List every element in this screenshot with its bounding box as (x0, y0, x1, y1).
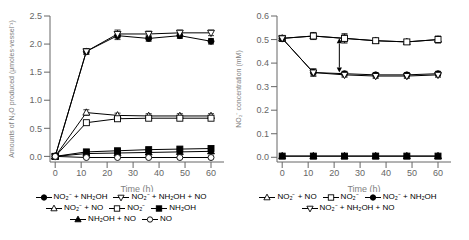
svg-text:30: 30 (355, 168, 365, 178)
svg-text:10: 10 (303, 168, 313, 178)
svg-text:0.2: 0.2 (256, 105, 269, 115)
html-text:NO₂⁻ + NO: NO₂⁻ + NO (64, 203, 104, 212)
svg-text:50: 50 (180, 168, 190, 178)
svg-text:20: 20 (102, 168, 112, 178)
svg-text:0.3: 0.3 (256, 82, 269, 92)
svg-text:0.0: 0.0 (256, 152, 269, 162)
svg-text:30: 30 (128, 168, 138, 178)
svg-text:50: 50 (407, 168, 417, 178)
svg-text:1.5: 1.5 (29, 67, 42, 77)
svg-text:60: 60 (433, 168, 443, 178)
html-text:NH₂OH: NH₂OH (169, 203, 196, 212)
svg-text:2.5: 2.5 (29, 11, 42, 21)
html-text:NO₂⁻ + NH₂OH: NO₂⁻ + NH₂OH (382, 192, 437, 201)
svg-text:20: 20 (329, 168, 339, 178)
html-text:NO₂⁻ + NH₂OH + NO: NO₂⁻ + NH₂OH + NO (131, 192, 207, 201)
svg-text:0.1: 0.1 (256, 129, 269, 139)
html-text:NO: NO (159, 214, 172, 223)
svg-text:0.4: 0.4 (256, 58, 269, 68)
svg-text:2.0: 2.0 (29, 39, 42, 49)
svg-text:1.0: 1.0 (29, 95, 42, 105)
html-text:NO₂⁻ + NO: NO₂⁻ + NO (277, 192, 317, 201)
svg-text:0.0: 0.0 (29, 152, 42, 162)
svg-text:NO₂⁻ concentration (mM): NO₂⁻ concentration (mM) (235, 50, 243, 127)
svg-text:0.6: 0.6 (256, 11, 269, 21)
svg-text:40: 40 (381, 168, 391, 178)
svg-text:0: 0 (280, 168, 285, 178)
svg-text:40: 40 (154, 168, 164, 178)
svg-text:0: 0 (53, 168, 58, 178)
html-text:NH₂OH + NO: NH₂OH + NO (88, 214, 136, 223)
svg-text:10: 10 (76, 168, 86, 178)
html-text:NO₂⁻ + NH₂OH + NO: NO₂⁻ + NH₂OH + NO (319, 203, 395, 212)
svg-text:Time (h): Time (h) (347, 184, 380, 192)
svg-text:60: 60 (206, 168, 216, 178)
html-text:NO₂⁻: NO₂⁻ (127, 203, 146, 212)
svg-text:Time (h): Time (h) (120, 184, 153, 192)
html-text:NO₂⁻: NO₂⁻ (340, 192, 359, 201)
svg-text:0.5: 0.5 (29, 124, 42, 134)
svg-text:0.5: 0.5 (256, 35, 269, 45)
svg-text:Amounts of N₂O produced (μmole: Amounts of N₂O produced (μmoles·vessel⁻¹… (8, 20, 16, 158)
html-text:NO₂⁻ + NH₂OH: NO₂⁻ + NH₂OH (53, 192, 108, 201)
